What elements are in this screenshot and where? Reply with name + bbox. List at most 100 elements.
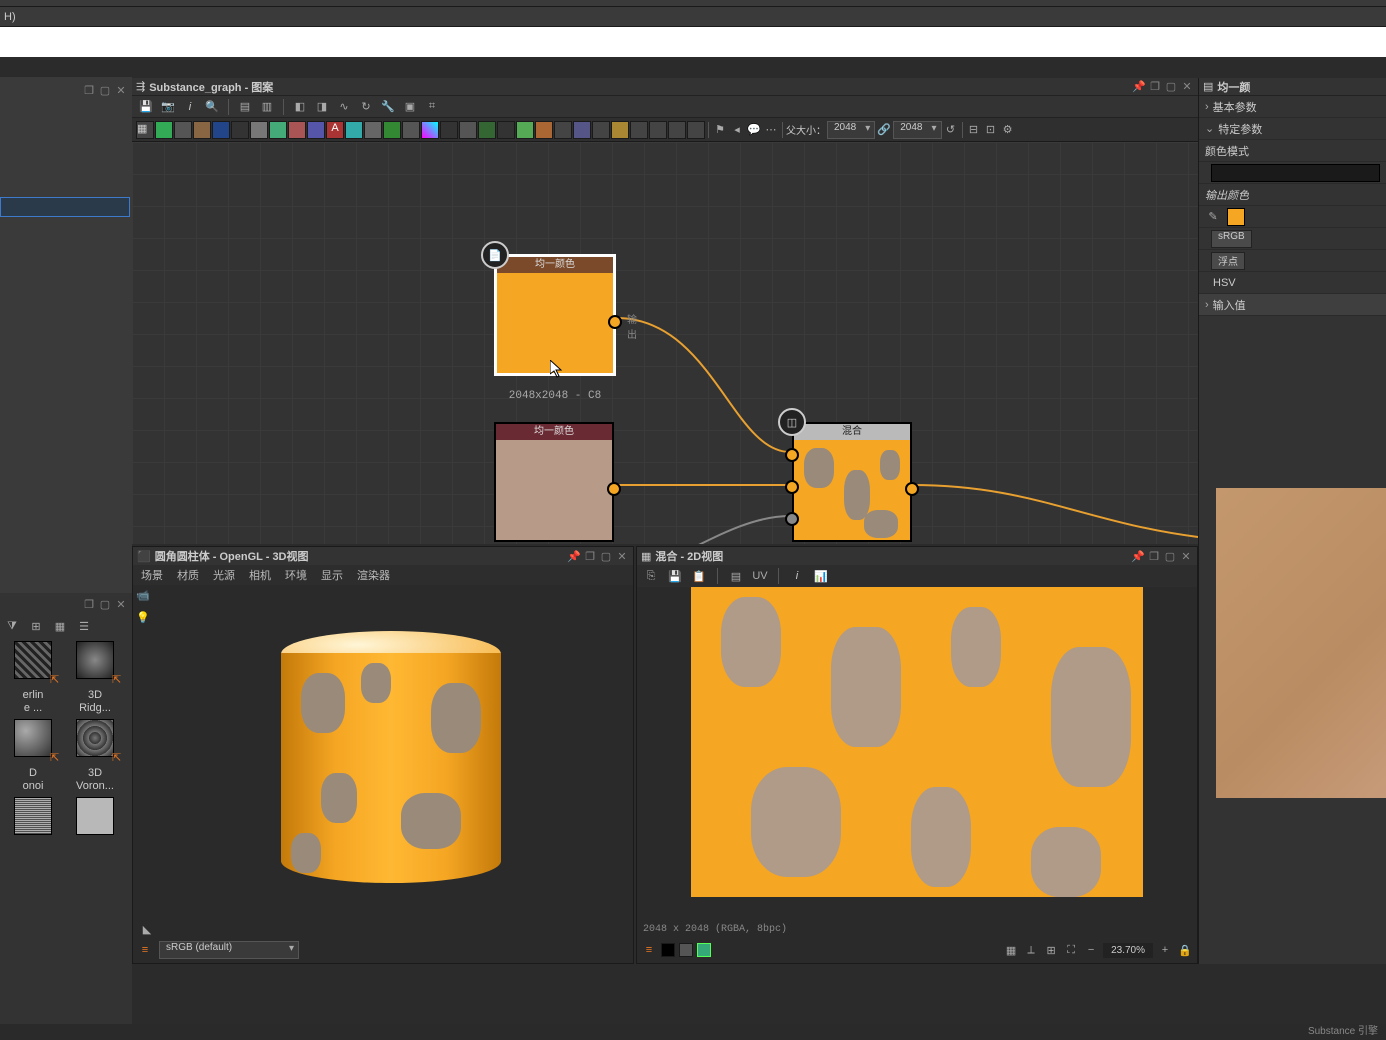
restore-icon[interactable]: ❐ xyxy=(1148,80,1162,94)
bg-grey[interactable] xyxy=(679,943,693,957)
wrench-icon[interactable]: 🔧 xyxy=(380,99,396,115)
uv-icon[interactable]: UV xyxy=(752,568,768,584)
swatch-button[interactable] xyxy=(402,121,420,139)
refresh-icon[interactable]: ↻ xyxy=(358,99,374,115)
restore-icon[interactable]: ❐ xyxy=(1147,549,1161,563)
info-icon[interactable]: i xyxy=(789,568,805,584)
swatch-button[interactable] xyxy=(212,121,230,139)
float-button[interactable]: 浮点 xyxy=(1211,252,1245,270)
comment-icon[interactable]: 💬 xyxy=(746,122,762,138)
pin-icon[interactable]: 📌 xyxy=(1132,80,1146,94)
maximize-icon[interactable]: ▢ xyxy=(1163,549,1177,563)
bg-black[interactable] xyxy=(661,943,675,957)
swatch-button[interactable] xyxy=(516,121,534,139)
frame-icon[interactable]: ▣ xyxy=(402,99,418,115)
camera-tool-icon[interactable]: 📹 xyxy=(135,587,151,603)
swatch-button[interactable] xyxy=(174,121,192,139)
align2-icon[interactable]: ▥ xyxy=(259,99,275,115)
bg-transparent[interactable] xyxy=(697,943,711,957)
channel-icon[interactable]: ▤ xyxy=(728,568,744,584)
swatch-button[interactable] xyxy=(497,121,515,139)
grid-icon[interactable]: ▦ xyxy=(1003,942,1019,958)
swatch-button[interactable] xyxy=(668,121,686,139)
swatch-button[interactable] xyxy=(592,121,610,139)
close-icon[interactable]: ✕ xyxy=(1179,549,1193,563)
light-tool-icon[interactable]: 💡 xyxy=(135,609,151,625)
swatch-button[interactable] xyxy=(649,121,667,139)
library-item[interactable] xyxy=(4,797,62,835)
node-blend[interactable]: 混合 ◫ xyxy=(792,422,912,542)
swatch-button[interactable] xyxy=(573,121,591,139)
corner-icon[interactable]: ◣ xyxy=(139,921,155,937)
info-icon[interactable]: i xyxy=(182,99,198,115)
node-b-icon[interactable]: ◨ xyxy=(314,99,330,115)
input-port[interactable] xyxy=(785,480,799,494)
section-input[interactable]: 输入值 xyxy=(1199,294,1386,316)
crop-icon[interactable]: ⌗ xyxy=(424,99,440,115)
swatch-button[interactable] xyxy=(231,121,249,139)
swatch-button[interactable] xyxy=(345,121,363,139)
tree-icon[interactable]: ⊞ xyxy=(28,618,44,634)
reset-icon[interactable]: ↺ xyxy=(943,122,959,138)
srgb-button[interactable]: sRGB xyxy=(1211,230,1252,248)
close-icon[interactable]: ✕ xyxy=(114,597,128,611)
maximize-icon[interactable]: ▢ xyxy=(98,83,112,97)
swatch-button[interactable] xyxy=(478,121,496,139)
restore-icon[interactable]: ❐ xyxy=(82,597,96,611)
swatch-button[interactable] xyxy=(269,121,287,139)
library-item[interactable]: ⇱ 3DRidg... xyxy=(66,641,124,715)
menu-scene[interactable]: 场景 xyxy=(141,567,163,583)
camera-icon[interactable]: 📷 xyxy=(160,99,176,115)
swatch-button[interactable] xyxy=(288,121,306,139)
swatch-button[interactable]: ▦ xyxy=(136,121,154,139)
close-icon[interactable]: ✕ xyxy=(615,549,629,563)
more-icon[interactable]: ⋯ xyxy=(763,122,779,138)
grid-icon[interactable]: ▦ xyxy=(52,618,68,634)
swatch-button[interactable] xyxy=(193,121,211,139)
swatch-button[interactable] xyxy=(155,121,173,139)
back-icon[interactable]: ◂ xyxy=(729,122,745,138)
tile-icon[interactable]: ⊞ xyxy=(1043,942,1059,958)
ruler-icon[interactable]: ⟂ xyxy=(1023,942,1039,958)
zoom-icon[interactable]: 🔍 xyxy=(204,99,220,115)
align-icon[interactable]: ▤ xyxy=(237,99,253,115)
view2d-viewport[interactable] xyxy=(691,587,1143,897)
menu-env[interactable]: 环境 xyxy=(285,567,307,583)
color-swatch[interactable] xyxy=(1227,208,1245,226)
output-port[interactable] xyxy=(607,482,621,496)
zoom-in-icon[interactable]: + xyxy=(1157,942,1173,958)
swatch-button[interactable] xyxy=(554,121,572,139)
save-icon[interactable]: 💾 xyxy=(138,99,154,115)
output-port[interactable] xyxy=(905,482,919,496)
copy-icon[interactable]: ⎘ xyxy=(643,568,659,584)
zoom-value[interactable]: 23.70% xyxy=(1103,943,1153,958)
link-icon[interactable]: 🔗 xyxy=(876,122,892,138)
pin-icon[interactable]: 📌 xyxy=(1131,549,1145,563)
library-item[interactable]: ⇱ erline ... xyxy=(4,641,62,715)
library-item[interactable] xyxy=(66,797,124,835)
library-item[interactable]: ⇱ Donoi xyxy=(4,719,62,793)
colorspace-dropdown[interactable]: sRGB (default) xyxy=(159,941,299,959)
pin-icon[interactable]: 📌 xyxy=(567,549,581,563)
menu-material[interactable]: 材质 xyxy=(177,567,199,583)
swatch-button[interactable] xyxy=(611,121,629,139)
swatch-button[interactable] xyxy=(383,121,401,139)
swatch-button[interactable] xyxy=(687,121,705,139)
layers-icon[interactable]: ≡ xyxy=(137,942,153,958)
swatch-button[interactable] xyxy=(440,121,458,139)
output-port[interactable] xyxy=(608,315,622,329)
menu-display[interactable]: 显示 xyxy=(321,567,343,583)
swatch-button[interactable] xyxy=(630,121,648,139)
zoom-out-icon[interactable]: − xyxy=(1083,942,1099,958)
settings-icon[interactable]: ⚙ xyxy=(1000,122,1016,138)
misc-icon[interactable]: ⊡ xyxy=(983,122,999,138)
swatch-button[interactable] xyxy=(250,121,268,139)
node-uniform-color-2[interactable]: 均一颜色 xyxy=(494,422,614,542)
view3d-viewport[interactable] xyxy=(159,585,633,937)
graph-canvas[interactable]: 均一颜色 📄 输出 2048x2048 - C8 均一颜色 2048x2048 … xyxy=(132,142,1198,544)
layers-icon[interactable]: ≡ xyxy=(641,942,657,958)
swatch-a-button[interactable]: A xyxy=(326,121,344,139)
menu-light[interactable]: 光源 xyxy=(213,567,235,583)
histogram-icon[interactable]: 📊 xyxy=(813,568,829,584)
menu-renderer[interactable]: 渲染器 xyxy=(357,567,390,583)
